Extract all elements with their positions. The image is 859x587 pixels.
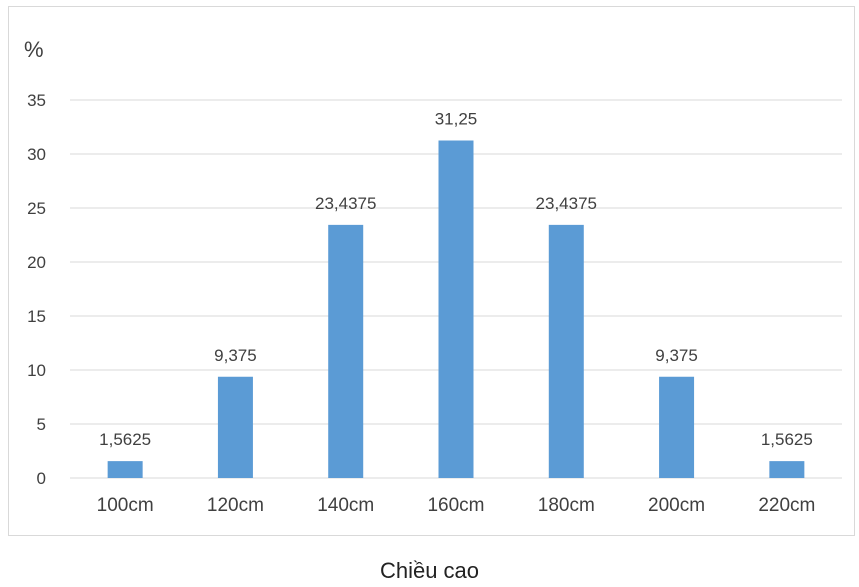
y-tick-label: 0 bbox=[37, 469, 46, 488]
bar bbox=[328, 224, 364, 478]
bar bbox=[548, 224, 584, 478]
data-label: 9,375 bbox=[655, 346, 698, 365]
x-tick-label: 180cm bbox=[538, 495, 595, 516]
chart-frame bbox=[8, 6, 855, 536]
bar bbox=[217, 376, 253, 478]
x-tick-label: 200cm bbox=[648, 495, 705, 516]
y-tick-label: 10 bbox=[27, 361, 46, 380]
y-tick-label: 30 bbox=[27, 145, 46, 164]
data-label: 31,25 bbox=[435, 110, 478, 129]
bar bbox=[438, 140, 474, 478]
y-axis-label: % bbox=[24, 37, 44, 62]
bar bbox=[769, 461, 805, 478]
y-tick-label: 25 bbox=[27, 199, 46, 218]
bar bbox=[107, 461, 143, 478]
x-tick-label: 220cm bbox=[758, 495, 815, 516]
data-label: 23,4375 bbox=[315, 194, 376, 213]
data-label: 9,375 bbox=[214, 346, 257, 365]
y-tick-label: 15 bbox=[27, 307, 46, 326]
data-label: 23,4375 bbox=[536, 194, 597, 213]
x-axis-label: Chiều cao bbox=[379, 558, 480, 583]
data-label: 1,5625 bbox=[99, 430, 151, 449]
bar bbox=[659, 376, 695, 478]
y-tick-label: 5 bbox=[37, 415, 46, 434]
y-tick-label: 35 bbox=[27, 91, 46, 110]
x-tick-label: 160cm bbox=[427, 495, 484, 516]
data-label: 1,5625 bbox=[761, 430, 813, 449]
x-tick-label: 120cm bbox=[207, 495, 264, 516]
x-tick-label: 100cm bbox=[97, 495, 154, 516]
y-tick-label: 20 bbox=[27, 253, 46, 272]
x-tick-label: 140cm bbox=[317, 495, 374, 516]
